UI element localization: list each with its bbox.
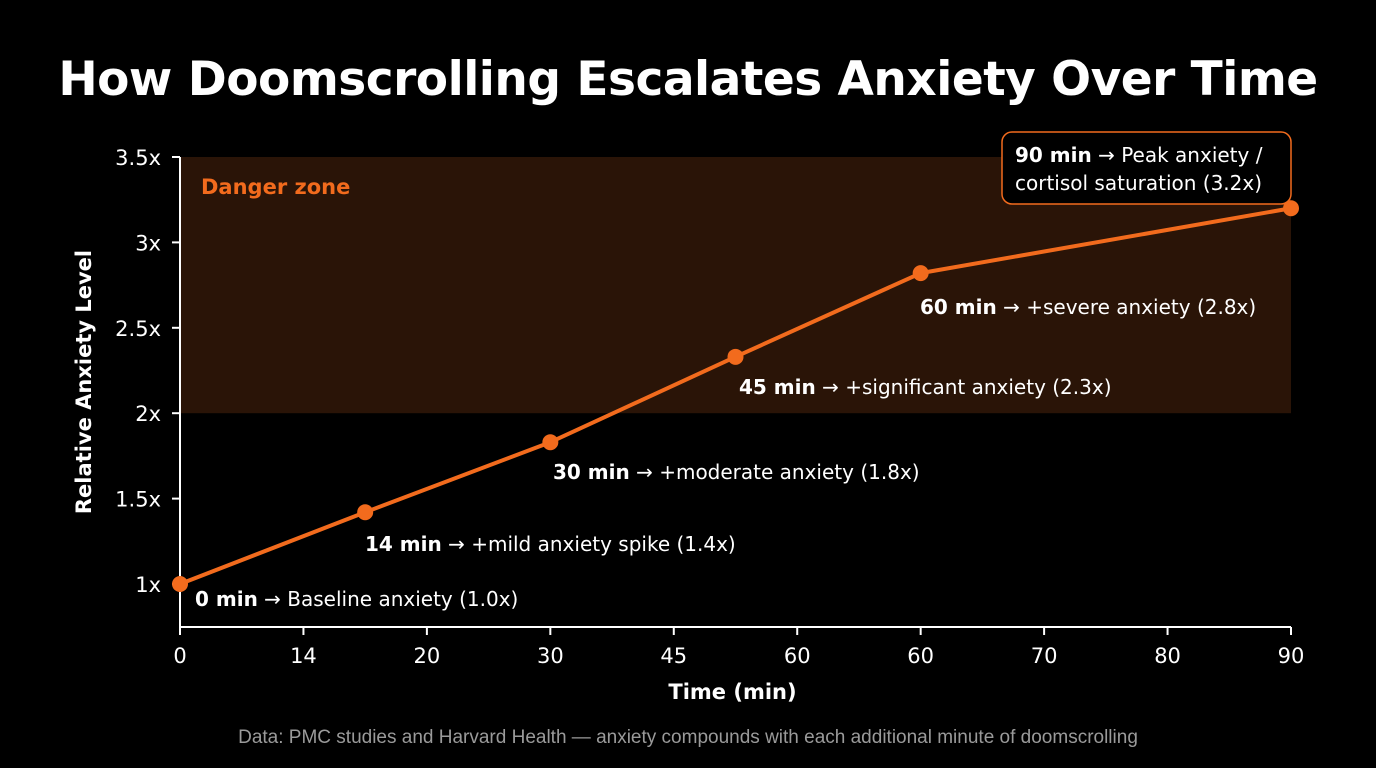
data-point	[542, 434, 559, 451]
x-tick-label: 20	[414, 644, 441, 668]
data-source-note: Data: PMC studies and Harvard Health — a…	[238, 727, 1138, 748]
x-tick-label: 90	[1278, 644, 1305, 668]
x-tick-label: 14	[290, 644, 317, 668]
annotation-description: → +moderate anxiety (1.8x)	[630, 460, 920, 484]
annotation-time: 0 min	[195, 587, 258, 611]
y-tick-label: 2.5x	[115, 317, 161, 341]
chart-title: How Doomscrolling Escalates Anxiety Over…	[58, 52, 1318, 107]
data-point	[727, 348, 744, 365]
annotation-description: → +significant anxiety (2.3x)	[816, 375, 1112, 399]
peak-callout-box	[1001, 131, 1292, 205]
point-annotation: 14 min → +mild anxiety spike (1.4x)	[365, 532, 736, 556]
point-annotation: 60 min → +severe anxiety (2.8x)	[920, 295, 1256, 319]
peak-annotation: 90 min → Peak anxiety /	[1015, 143, 1263, 167]
annotation-description: → +severe anxiety (2.8x)	[997, 295, 1256, 319]
annotation-description: → +mild anxiety spike (1.4x)	[442, 532, 736, 556]
data-point	[172, 576, 188, 592]
point-annotation: 45 min → +significant anxiety (2.3x)	[739, 375, 1112, 399]
x-tick-label: 70	[1031, 644, 1058, 668]
annotation-time: 45 min	[739, 375, 816, 399]
anxiety-series-line	[178, 206, 1293, 586]
y-tick-label: 2x	[135, 402, 161, 426]
annotation-description: → Baseline anxiety (1.0x)	[258, 587, 519, 611]
point-annotation: 0 min → Baseline anxiety (1.0x)	[195, 587, 518, 611]
annotation-time: 60 min	[920, 295, 997, 319]
data-point	[1283, 200, 1299, 217]
y-tick-label: 1x	[135, 573, 161, 597]
point-annotation: 30 min → +moderate anxiety (1.8x)	[553, 460, 920, 484]
x-tick-label: 30	[537, 644, 564, 668]
x-tick-label: 80	[1154, 644, 1181, 668]
y-tick-label: 1.5x	[115, 488, 161, 512]
y-axis-title: Relative Anxiety Level	[72, 250, 96, 514]
data-point	[357, 504, 374, 521]
x-axis-title: Time (min)	[668, 680, 796, 704]
annotation-description: → Peak anxiety /	[1092, 143, 1263, 167]
x-tick-label: 0	[173, 644, 186, 668]
data-point	[912, 265, 929, 282]
x-tick-label: 45	[660, 644, 687, 668]
annotation-time: 14 min	[365, 532, 442, 556]
peak-annotation-line2: cortisol saturation (3.2x)	[1015, 171, 1262, 195]
danger-zone-label: Danger zone	[201, 175, 350, 199]
x-tick-label: 60	[784, 644, 811, 668]
y-tick-label: 3x	[135, 231, 161, 255]
y-tick-label: 3.5x	[115, 146, 161, 170]
x-tick-label: 60	[907, 644, 934, 668]
annotation-time: 90 min	[1015, 143, 1092, 167]
annotation-time: 30 min	[553, 460, 630, 484]
